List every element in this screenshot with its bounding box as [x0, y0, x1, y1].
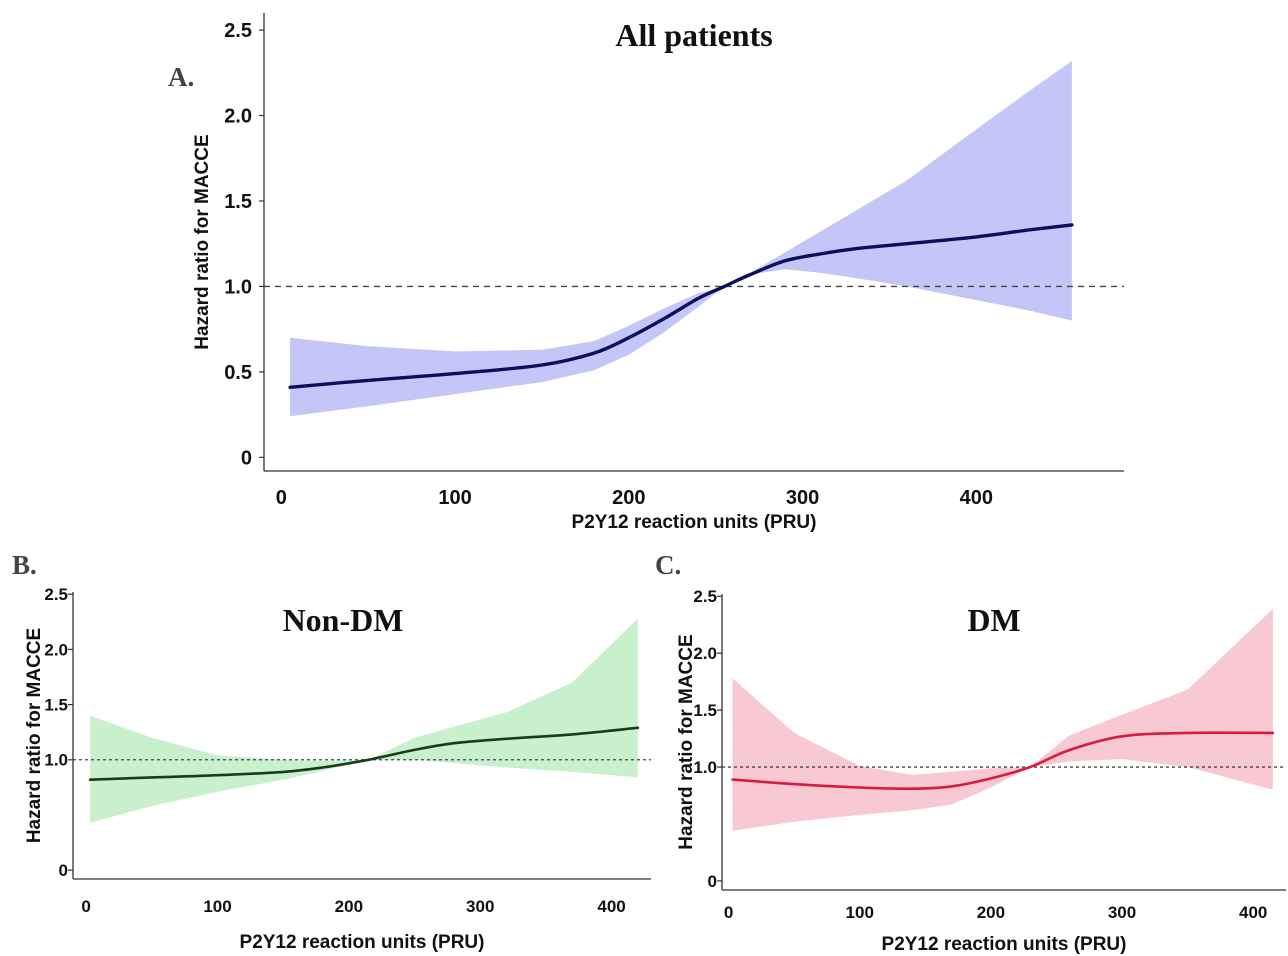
- y-tick-label: 0: [59, 861, 68, 880]
- y-tick-label: 2.5: [224, 20, 252, 42]
- y-tick-label: 1.5: [224, 191, 252, 213]
- chart-title: DM: [967, 602, 1020, 638]
- x-axis-label: P2Y12 reaction units (PRU): [882, 934, 1127, 955]
- hazard-ratio-line: [88, 726, 640, 781]
- chart-title: Non-DM: [283, 602, 404, 638]
- panel-letter: B.: [12, 550, 37, 580]
- y-axis-label: Hazard ratio for MACCE: [192, 134, 213, 349]
- y-tick-label: 1.0: [224, 276, 252, 298]
- y-tick-label: 1.5: [44, 696, 68, 715]
- y-axis-label: Hazard ratio for MACCE: [24, 628, 45, 843]
- y-tick-label: 0.5: [224, 362, 252, 384]
- y-tick-label: 2.0: [44, 640, 68, 659]
- hazard-ratio-line: [731, 731, 1275, 791]
- y-tick-label: 1.5: [693, 701, 717, 720]
- y-tick-label: 0: [241, 447, 252, 469]
- hazard-ratio-line: [288, 223, 1074, 389]
- y-tick-label: 2.0: [224, 106, 252, 128]
- x-tick-label: 400: [1239, 903, 1267, 922]
- x-tick-label: 300: [786, 487, 819, 509]
- y-tick-label: 2.5: [44, 585, 68, 604]
- panel-letter: A.: [168, 62, 194, 92]
- x-tick-label: 100: [203, 897, 231, 916]
- x-tick-label: 100: [438, 487, 471, 509]
- y-tick-label: 1.0: [693, 758, 717, 777]
- x-tick-label: 300: [1108, 903, 1136, 922]
- x-tick-label: 200: [977, 903, 1005, 922]
- y-tick-label: 2.0: [693, 644, 717, 663]
- x-tick-label: 0: [81, 897, 90, 916]
- y-tick-label: 1.0: [44, 751, 68, 770]
- confidence-band: [90, 618, 638, 823]
- confidence-band: [732, 608, 1273, 831]
- x-tick-label: 400: [960, 487, 993, 509]
- x-tick-label: 200: [335, 897, 363, 916]
- x-tick-label: 200: [612, 487, 645, 509]
- x-tick-label: 300: [466, 897, 494, 916]
- chart-title: All patients: [615, 17, 772, 53]
- panel-letter: C.: [655, 550, 681, 580]
- x-tick-label: 0: [724, 903, 733, 922]
- x-tick-label: 400: [597, 897, 625, 916]
- x-tick-label: 100: [846, 903, 874, 922]
- y-axis-label: Hazard ratio for MACCE: [676, 634, 697, 849]
- y-tick-label: 0: [708, 872, 717, 891]
- x-tick-label: 0: [276, 487, 287, 509]
- x-axis-label: P2Y12 reaction units (PRU): [572, 512, 817, 533]
- y-tick-label: 2.5: [693, 587, 717, 606]
- x-axis-label: P2Y12 reaction units (PRU): [240, 932, 485, 953]
